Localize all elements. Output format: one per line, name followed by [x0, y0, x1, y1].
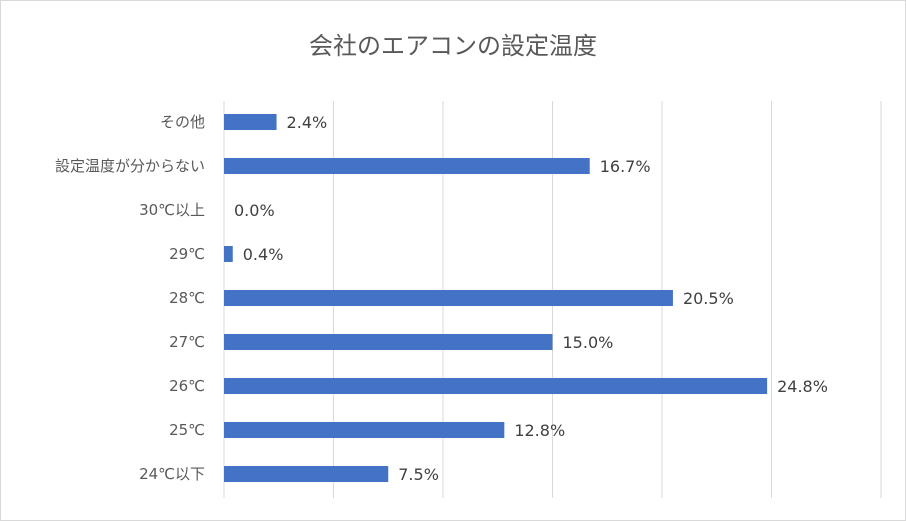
data-label-4: 20.5% [683, 289, 734, 308]
bar-3 [224, 246, 233, 262]
data-label-0: 2.4% [287, 113, 328, 132]
bar-6 [224, 378, 768, 394]
category-label-4: 28℃ [169, 289, 205, 307]
bar-0 [224, 114, 277, 130]
category-label-1: 設定温度が分からない [55, 157, 205, 175]
bar-7 [224, 422, 505, 438]
data-label-5: 15.0% [563, 333, 614, 352]
bar-8 [224, 466, 389, 482]
data-label-6: 24.8% [777, 377, 828, 396]
bar-1 [224, 158, 590, 174]
category-label-0: その他 [160, 113, 205, 131]
bar-4 [224, 290, 673, 306]
bars [224, 114, 768, 482]
category-label-8: 24℃以下 [139, 465, 205, 483]
category-label-5: 27℃ [169, 333, 205, 351]
data-label-2: 0.0% [234, 201, 275, 220]
category-label-7: 25℃ [169, 421, 205, 439]
category-label-3: 29℃ [169, 245, 205, 263]
category-label-6: 26℃ [169, 377, 205, 395]
data-label-7: 12.8% [514, 421, 565, 440]
chart-title: 会社のエアコンの設定温度 [309, 32, 597, 60]
data-label-3: 0.4% [243, 245, 284, 264]
category-label-2: 30℃以上 [139, 201, 205, 219]
data-label-8: 7.5% [398, 465, 439, 484]
bar-5 [224, 334, 553, 350]
data-labels: 2.4% 16.7% 0.0% 0.4% 20.5% 15.0% 24.8% 12.8% 7.5… [234, 113, 828, 484]
data-label-1: 16.7% [600, 157, 651, 176]
